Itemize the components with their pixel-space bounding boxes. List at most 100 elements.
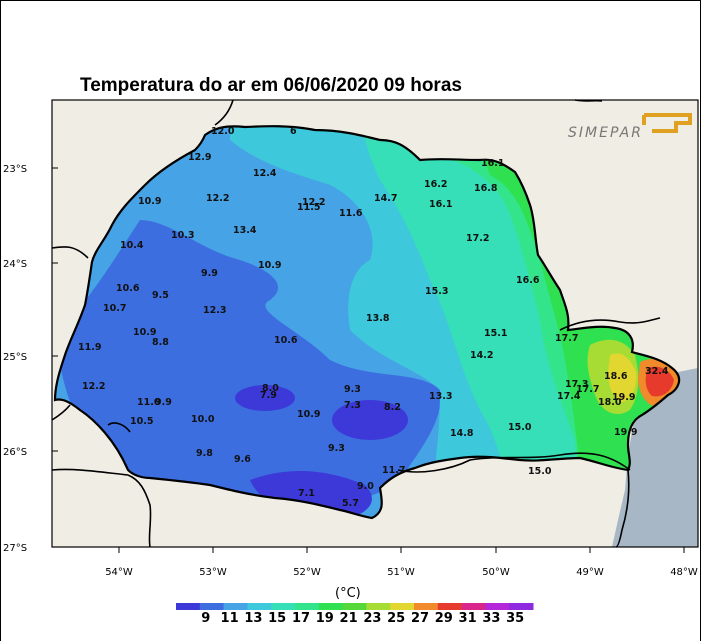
border-sp-south — [559, 317, 661, 331]
station-value: 13.4 — [233, 225, 257, 236]
longitude-tick-label: 49°W — [576, 567, 604, 578]
colorbar-tick-label: 11 — [220, 611, 239, 626]
station-value: 17.2 — [466, 233, 489, 244]
latitude-tick-label: 26°S — [3, 447, 27, 458]
map-axes: 23°S 24°S 25°S 26°S 27°S 54°W 53°W 52°W 51°W 50°W… — [3, 164, 698, 578]
colorbar-tick-label: 13 — [244, 611, 263, 626]
colorbar-unit: (°C) — [335, 586, 361, 601]
station-value: 7.9 — [260, 390, 277, 401]
station-value: 12.0 — [211, 126, 235, 137]
colorbar-segment — [176, 603, 201, 610]
station-value: 10.6 — [274, 335, 298, 346]
station-value: 14.2 — [470, 350, 493, 361]
colorbar-segment — [509, 603, 534, 610]
station-value: 10.9 — [138, 196, 161, 207]
colorbar-tick-label: 15 — [268, 611, 287, 626]
band-25-27 — [608, 353, 637, 402]
parana-state-border — [53, 125, 681, 520]
colorbar-segment — [199, 603, 225, 610]
station-value: 17.4 — [557, 391, 581, 402]
station-value: 12.3 — [203, 305, 226, 316]
station-value: 8.2 — [384, 402, 401, 413]
station-value: 16.1 — [481, 158, 504, 169]
band-11-13 — [59, 220, 441, 509]
station-value: 10.9 — [258, 260, 281, 271]
colorbar-tick-label: 19 — [315, 611, 334, 626]
station-value: 9.8 — [196, 448, 213, 459]
colorbar-tick-label: 21 — [339, 611, 358, 626]
station-value: 14.7 — [374, 193, 397, 204]
colorbar-segment — [437, 603, 463, 610]
station-value: 12.4 — [253, 168, 277, 179]
colorbar-segment — [223, 603, 248, 610]
station-value: 10.5 — [130, 416, 153, 427]
colorbar-tick-label: 29 — [434, 611, 453, 626]
border-sc-north — [397, 452, 631, 473]
latitude-tick-label: 24°S — [3, 259, 27, 270]
longitude-tick-label: 50°W — [482, 567, 510, 578]
station-value: 6 — [290, 126, 297, 137]
latitude-tick-label: 23°S — [3, 164, 27, 175]
station-value: 9.6 — [234, 454, 251, 465]
colorbar-segment — [366, 603, 391, 610]
station-labels: 12.912.410.9 12.213.411.512.211.614.716.2… — [78, 126, 669, 509]
border-sc-coast — [615, 469, 630, 548]
station-value: 11.6 — [339, 208, 363, 219]
colorbar-segment — [247, 603, 272, 610]
simepar-logo: SIMEPAR — [566, 111, 694, 149]
colorbar-segment — [342, 603, 367, 610]
station-value: 15.0 — [528, 466, 552, 477]
station-value: 9.5 — [152, 290, 169, 301]
station-value: 15.0 — [508, 422, 532, 433]
border-west-small — [107, 422, 131, 433]
station-value: 16.2 — [424, 179, 447, 190]
station-value: 10.7 — [103, 303, 126, 314]
station-value: 12.2 — [82, 381, 105, 392]
neighbor-borders — [51, 99, 661, 548]
station-value: 9.9 — [201, 268, 218, 279]
station-value: 17.7 — [576, 384, 599, 395]
station-value: 18.0 — [598, 397, 622, 408]
station-value: 15.1 — [484, 328, 507, 339]
colorbar-segment — [485, 603, 510, 610]
band-29-31 — [645, 366, 674, 397]
band-9-11-b — [332, 400, 408, 440]
station-value: 10.6 — [116, 283, 140, 294]
station-value: 10.9 — [297, 409, 320, 420]
station-value: 9.3 — [328, 443, 345, 454]
colorbar-segment — [390, 603, 415, 610]
colorbar-segment — [318, 603, 344, 610]
station-value: 11.9 — [78, 342, 101, 353]
station-value: 13.3 — [429, 391, 452, 402]
longitude-tick-label: 51°W — [387, 567, 415, 578]
colorbar-tick-label: 35 — [506, 611, 525, 626]
colorbar-tick-label: 23 — [363, 611, 382, 626]
logo-text: SIMEPAR — [568, 125, 643, 141]
station-value: 15.3 — [425, 286, 448, 297]
longitude-tick-label: 53°W — [199, 567, 227, 578]
border-sc-west — [127, 474, 152, 548]
station-value: 10.0 — [191, 414, 215, 425]
border-west-south — [51, 404, 71, 421]
station-value: 17.7 — [555, 333, 578, 344]
station-value: 8.0 — [262, 383, 279, 394]
station-value: 17.3 — [565, 379, 588, 390]
station-value: 12.2 — [206, 193, 229, 204]
map-title: Temperatura do ar em 06/06/2020 09 horas — [80, 75, 462, 96]
colorbar-segment — [461, 603, 486, 610]
colorbar-tick-label: 25 — [387, 611, 406, 626]
colorbar-tick-label: 31 — [458, 611, 477, 626]
station-value: 9.0 — [357, 481, 374, 492]
station-value: 12.9 — [188, 152, 211, 163]
latitude-tick-label: 27°S — [3, 543, 27, 554]
frame-top-border — [0, 0, 701, 1]
colorbar-tick-label: 9 — [201, 611, 211, 626]
border-west-north — [51, 246, 89, 259]
station-value: 16.1 — [429, 199, 452, 210]
station-value: 9.3 — [344, 384, 361, 395]
station-value: 7.1 — [298, 488, 315, 499]
colorbar-tick-label: 17 — [291, 611, 311, 626]
station-value: 19.9 — [612, 392, 635, 403]
border-argentina — [51, 468, 129, 476]
